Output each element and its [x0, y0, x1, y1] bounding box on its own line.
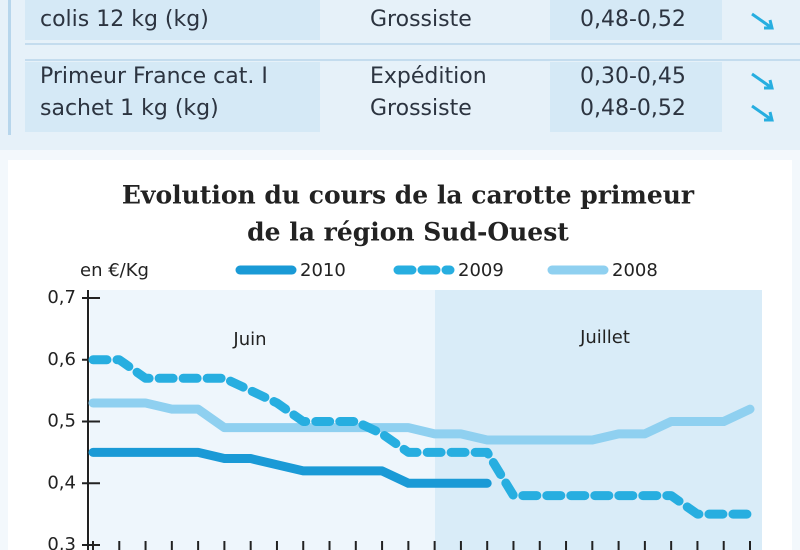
price: 0,48-0,52: [580, 7, 686, 32]
trend-arrows: [751, 12, 774, 122]
down-arrow: [751, 104, 774, 122]
y-axis-label: en €/Kg: [80, 260, 149, 281]
legend-label: 2009: [458, 260, 504, 281]
price: 0,30-0,45: [580, 64, 686, 89]
down-arrow: [751, 72, 774, 90]
series-line: [88, 355, 755, 519]
annotation: Juin: [232, 329, 266, 350]
annotation: Juillet: [579, 327, 630, 348]
june-band: [90, 290, 435, 550]
y-tick-label: 0,6: [47, 349, 76, 370]
legend-label: 2010: [300, 260, 346, 281]
y-tick-label: 0,5: [47, 411, 76, 432]
series-line: [88, 447, 492, 488]
y-tick-label: 0,7: [47, 287, 76, 308]
price-cell: [550, 62, 722, 132]
chart-title: Evolution du cours de la carotte primeur: [122, 181, 695, 210]
stage: Expédition: [370, 64, 487, 89]
y-tick-label: 0,4: [47, 472, 76, 493]
product-label: colis 12 kg (kg): [40, 7, 209, 32]
series-line: [88, 398, 755, 445]
price-cell: [550, 0, 722, 40]
product-label: sachet 1 kg (kg): [40, 96, 219, 121]
stage: Grossiste: [370, 96, 472, 121]
price: 0,48-0,52: [580, 96, 686, 121]
y-tick-label: 0,3: [47, 534, 76, 550]
down-arrow: [751, 12, 774, 30]
label-cell: [25, 0, 320, 40]
legend-label: 2008: [612, 260, 658, 281]
label-cell: [25, 62, 320, 132]
table-border: [8, 0, 11, 135]
product-label: Primeur France cat. I: [40, 64, 268, 89]
stage: Grossiste: [370, 7, 472, 32]
chart-subtitle: de la région Sud-Ouest: [247, 218, 569, 247]
